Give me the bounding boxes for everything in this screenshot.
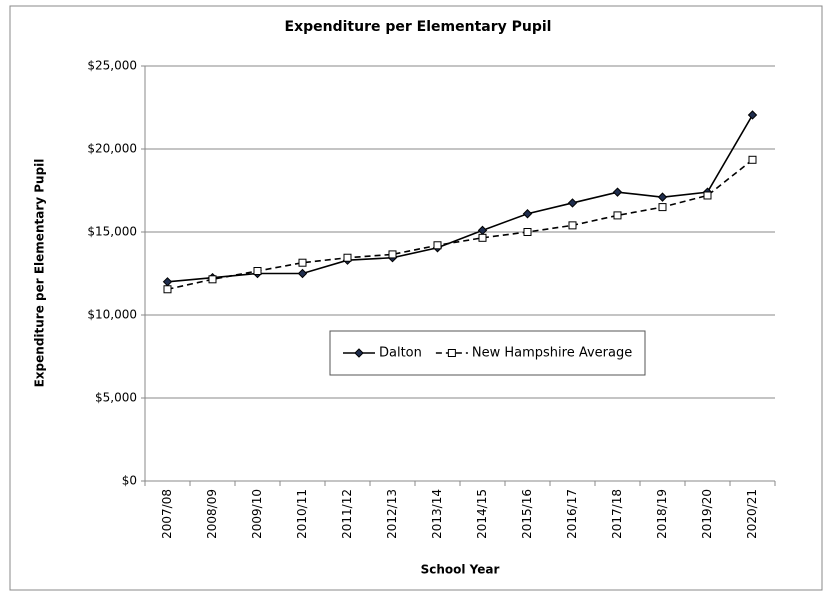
x-tick-label: 2012/13 [385, 489, 399, 539]
y-tick-label: $10,000 [87, 308, 137, 322]
data-point [657, 192, 668, 202]
data-point [208, 275, 217, 284]
data-point [478, 233, 487, 242]
data-point [163, 285, 172, 294]
x-tick-label: 2019/20 [700, 489, 714, 539]
y-tick-label: $5,000 [95, 391, 137, 405]
data-point [388, 250, 397, 259]
legend-box [329, 330, 646, 376]
data-point [658, 203, 667, 212]
data-point [343, 253, 352, 262]
data-point [433, 241, 442, 250]
x-tick-label: 2009/10 [250, 489, 264, 539]
x-tick-label: 2015/16 [520, 489, 534, 539]
y-tick-label: $0 [122, 474, 137, 488]
x-tick-label: 2020/21 [745, 489, 759, 539]
x-tick-label: 2007/08 [160, 489, 174, 539]
data-point [298, 258, 307, 267]
x-tick-label: 2017/18 [610, 489, 624, 539]
y-tick-label: $20,000 [87, 142, 137, 156]
x-tick-label: 2018/19 [655, 489, 669, 539]
data-point [613, 211, 622, 220]
legend-label: Dalton [379, 346, 422, 361]
series-line [167, 114, 754, 283]
x-tick-label: 2013/14 [430, 489, 444, 539]
legend-label: New Hampshire Average [472, 346, 632, 361]
data-point [612, 187, 623, 197]
series-line [167, 159, 753, 291]
x-tick-label: 2010/11 [295, 489, 309, 539]
data-point [297, 268, 308, 279]
data-point [568, 221, 577, 230]
x-tick-label: 2011/12 [340, 489, 354, 539]
x-tick-label: 2016/17 [565, 489, 579, 539]
data-point [522, 209, 533, 219]
data-point [703, 191, 712, 200]
legend-marker [447, 349, 456, 357]
data-point [253, 267, 262, 276]
data-point [523, 228, 532, 236]
legend-marker [354, 348, 364, 358]
x-axis-title: School Year [421, 563, 500, 577]
y-tick-label: $15,000 [87, 225, 137, 239]
x-tick-label: 2008/09 [205, 489, 219, 539]
chart-title: Expenditure per Elementary Pupil [285, 19, 552, 35]
data-point [567, 198, 578, 208]
data-point [748, 155, 757, 164]
data-point [747, 110, 758, 120]
y-tick-label: $25,000 [87, 59, 137, 73]
y-axis-title: Expenditure per Elementary Pupil [33, 159, 47, 388]
x-tick-label: 2014/15 [475, 489, 489, 539]
